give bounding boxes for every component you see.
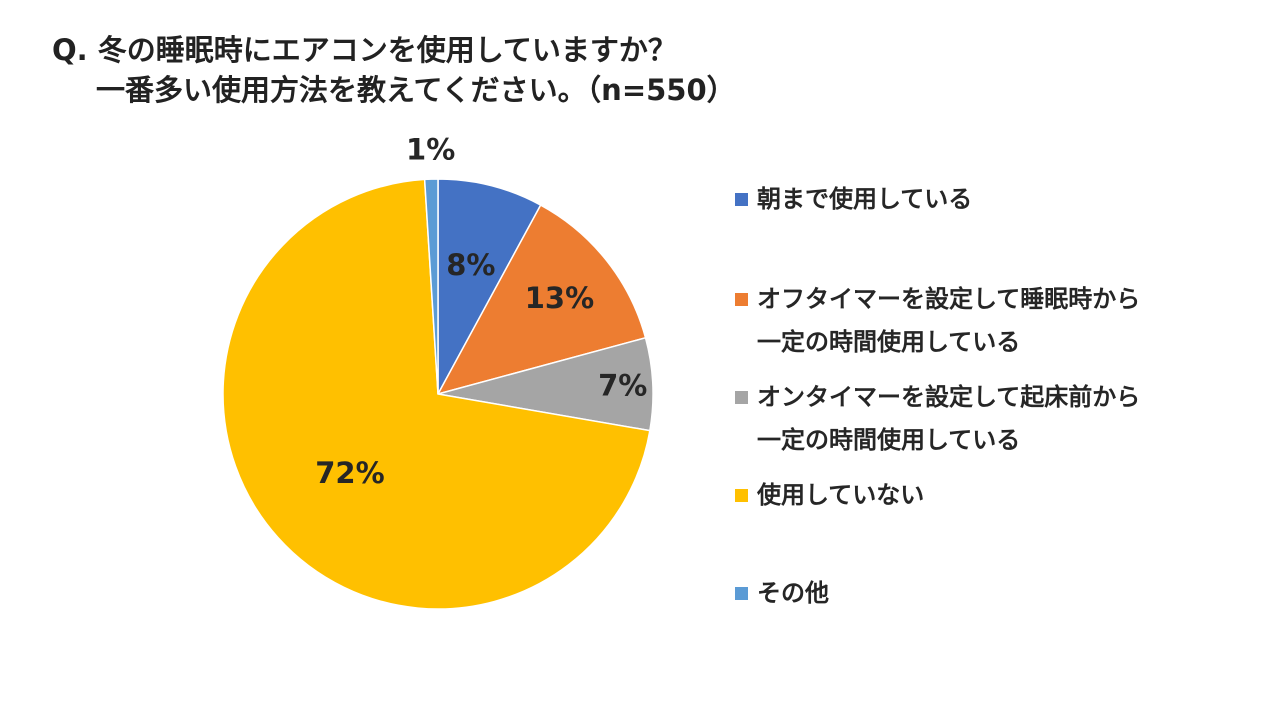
legend-swatch-1 [735, 193, 748, 206]
data-label-slice-2: 13% [525, 281, 594, 315]
legend-swatch-4 [735, 489, 748, 502]
data-label-slice-3: 7% [598, 368, 647, 402]
legend-label-2: オフタイマーを設定して睡眠時から 一定の時間使用している [757, 278, 1140, 364]
chart-title-line2: 一番多い使用方法を教えてください。（n=550） [96, 73, 736, 107]
legend-label-line: オフタイマーを設定して睡眠時から [757, 285, 1141, 313]
data-label-slice-5: 1% [406, 133, 455, 167]
data-label-slice-4: 72% [315, 456, 384, 490]
chart-title-line1: Q. 冬の睡眠時にエアコンを使用していますか？ [52, 33, 677, 67]
legend-label-line: 使用していない [757, 481, 925, 509]
legend-item-4: 使用していない [735, 474, 924, 517]
legend-label-line: その他 [757, 579, 829, 607]
legend-swatch-3 [735, 391, 748, 404]
legend-label-5: その他 [757, 572, 829, 615]
legend-label-line: 一定の時間使用している [757, 328, 1021, 356]
legend-label-1: 朝まで使用している [757, 178, 972, 221]
legend-item-1: 朝まで使用している [735, 178, 972, 221]
legend-label-3: オンタイマーを設定して起床前から 一定の時間使用している [757, 376, 1140, 462]
legend-swatch-5 [735, 587, 748, 600]
pie-slice-4 [222, 178, 651, 610]
legend-label-line: 朝まで使用している [757, 185, 973, 213]
pie-slice-2 [436, 204, 647, 396]
legend-item-3: オンタイマーを設定して起床前から 一定の時間使用している [735, 376, 1140, 462]
legend-label-line: オンタイマーを設定して起床前から [757, 383, 1141, 411]
chart-title: Q. 冬の睡眠時にエアコンを使用していますか？ 一番多い使用方法を教えてください… [52, 30, 736, 110]
legend-label-line: 一定の時間使用している [757, 426, 1021, 454]
legend-label-4: 使用していない [757, 474, 924, 517]
pie-slice-1 [437, 178, 542, 395]
pie-slice-5 [423, 178, 439, 395]
legend-item-5: その他 [735, 572, 829, 615]
legend-swatch-2 [735, 293, 748, 306]
data-label-slice-1: 8% [446, 248, 495, 282]
legend-item-2: オフタイマーを設定して睡眠時から 一定の時間使用している [735, 278, 1140, 364]
